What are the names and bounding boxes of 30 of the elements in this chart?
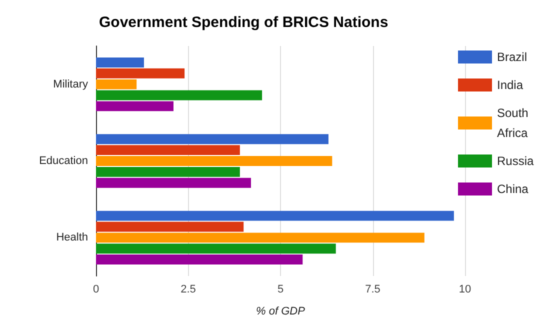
bar xyxy=(96,79,137,90)
bar xyxy=(96,134,328,144)
bar xyxy=(96,101,174,112)
bar xyxy=(96,68,185,78)
x-tick-label: 10 xyxy=(458,284,472,296)
bar xyxy=(96,222,244,232)
bar xyxy=(96,178,251,188)
bar xyxy=(96,156,332,166)
legend-label: South Africa xyxy=(497,106,532,140)
bar xyxy=(96,232,424,243)
bar xyxy=(96,210,454,221)
x-axis-title: % of GDP xyxy=(256,306,306,318)
legend-label: India xyxy=(497,78,524,92)
x-tick-label: 5 xyxy=(277,284,284,296)
legend-label: China xyxy=(497,182,529,196)
legend-label: Russia xyxy=(497,154,534,168)
bar xyxy=(96,58,144,68)
y-tick-label: Education xyxy=(39,155,88,167)
bar xyxy=(96,244,336,254)
y-tick-label: Health xyxy=(56,232,88,244)
chart-title: Government Spending of BRICS Nations xyxy=(99,14,388,31)
y-tick-label: Military xyxy=(53,78,88,90)
bar xyxy=(96,254,303,264)
legend-label: Brazil xyxy=(497,50,528,64)
bar xyxy=(96,90,262,100)
bar xyxy=(96,166,240,177)
x-tick-label: 0 xyxy=(92,284,100,296)
bar xyxy=(96,145,240,156)
x-tick-label: 2.5 xyxy=(180,284,196,296)
x-tick-label: 7.5 xyxy=(365,284,380,296)
